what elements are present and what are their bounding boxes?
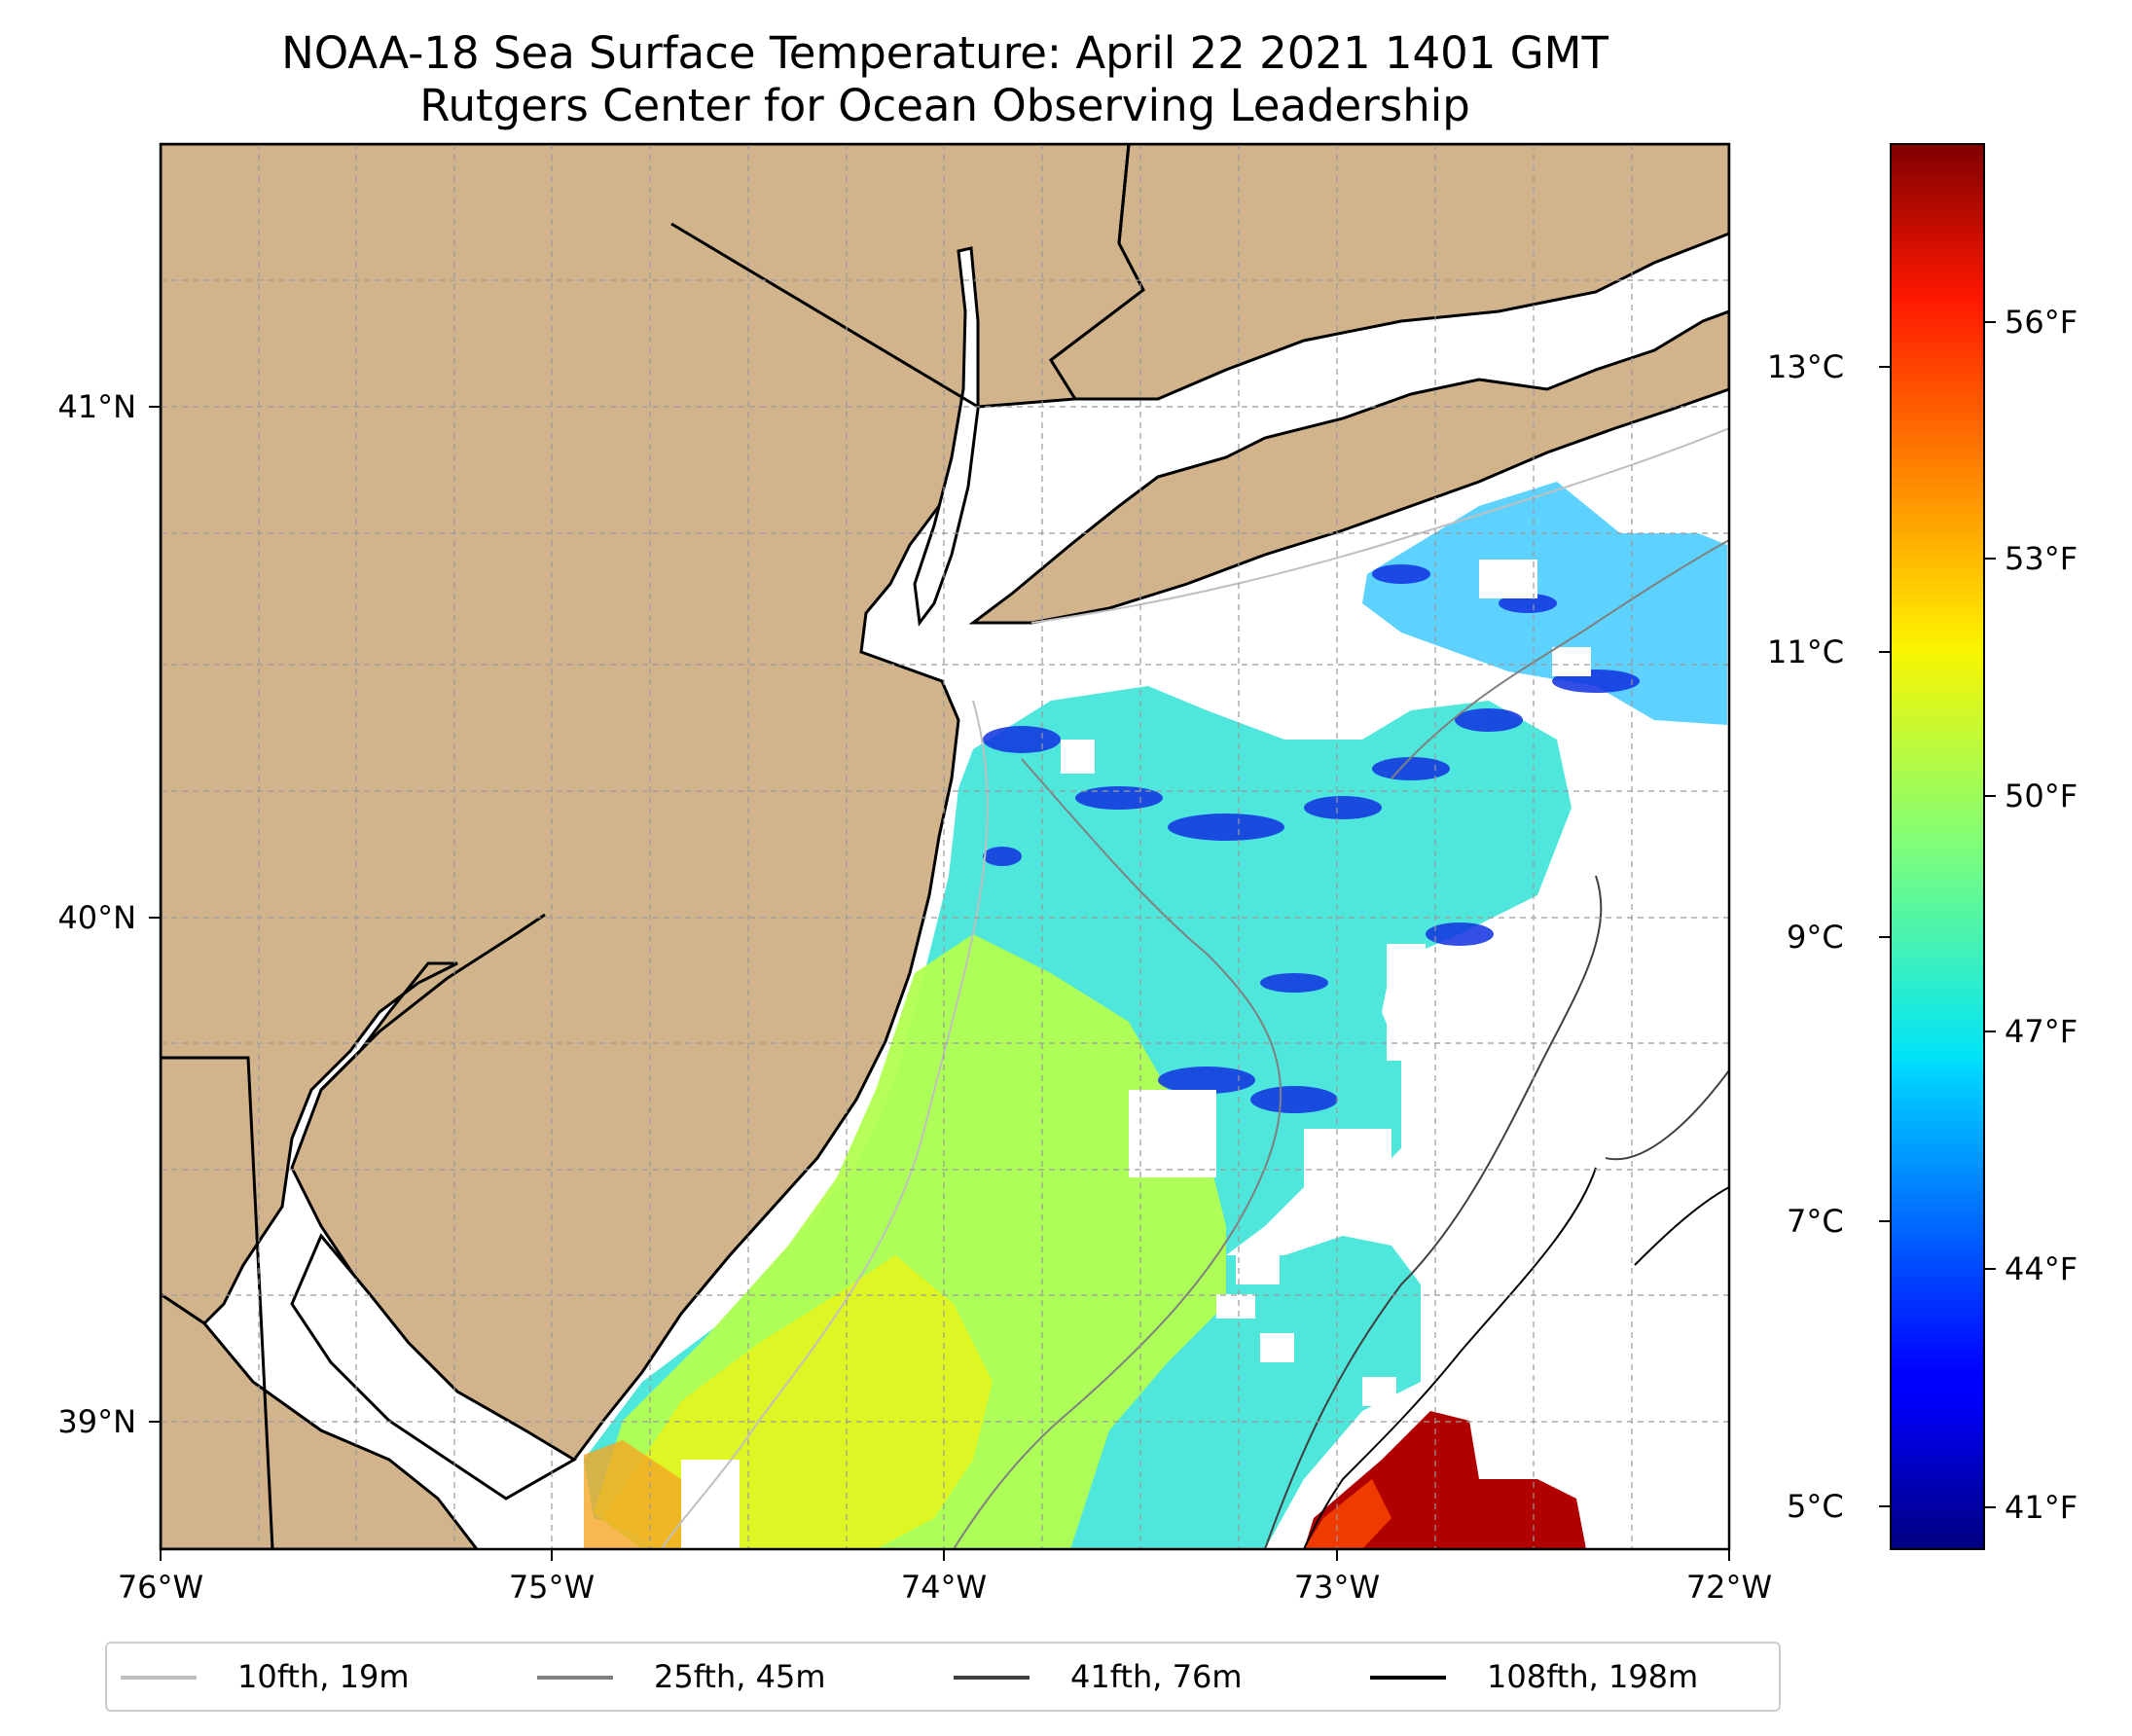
xtick-label-74w: 74°W (900, 1569, 988, 1606)
figure-subtitle: Rutgers Center for Ocean Observing Leade… (419, 80, 1470, 131)
colorbar-label-47f: 47°F (2005, 1013, 2078, 1050)
hudson-river (913, 246, 980, 627)
xtick-label-76w: 76°W (117, 1569, 204, 1606)
delaware-river (319, 913, 546, 1092)
colorbar-label-7c: 7°C (1787, 1203, 1844, 1240)
colorbar-label-50f: 50°F (2005, 778, 2078, 814)
colorbar-ticks (1879, 321, 1996, 1508)
colorbar-frame (1890, 143, 1985, 1550)
state-borders (161, 144, 1131, 1549)
legend-swatch-10fth (121, 1676, 197, 1680)
land-long-island (968, 309, 1729, 625)
map-gridlines (161, 144, 1729, 1549)
sst-cloud-gaps (681, 560, 1591, 1549)
isobath-legend: 10fth, 19m 25fth, 45m 41fth, 76m 108fth,… (105, 1642, 1781, 1712)
ytick-label-39n: 39°N (57, 1403, 136, 1440)
figure-title: NOAA-18 Sea Surface Temperature: April 2… (281, 27, 1608, 79)
colorbar-label-5c: 5°C (1787, 1488, 1844, 1525)
colorbar-label-9c: 9°C (1787, 919, 1844, 956)
land-new-england (1049, 144, 1729, 401)
colorbar-label-53f: 53°F (2005, 540, 2078, 577)
xtick-label-72w: 72°W (1685, 1569, 1773, 1606)
delaware-bay (290, 1233, 577, 1501)
xtick-label-73w: 73°W (1293, 1569, 1381, 1606)
isobaths (661, 427, 1729, 1549)
map-body (161, 144, 1729, 1549)
ytick-label-40n: 40°N (57, 899, 136, 936)
xtick-label-75w: 75°W (508, 1569, 596, 1606)
sst-cold-streaks (983, 564, 1640, 1113)
land-mid-atlantic (161, 144, 1145, 1462)
ytick-label-41n: 41°N (57, 388, 136, 425)
colorbar (1891, 144, 1984, 1549)
colorbar-label-13c: 13°C (1767, 348, 1845, 385)
colorbar-label-11c: 11°C (1767, 633, 1845, 670)
legend-swatch-108fth (1370, 1676, 1446, 1680)
colorbar-label-44f: 44°F (2005, 1250, 2078, 1287)
legend-swatch-41fth (954, 1676, 1030, 1680)
colorbar-label-56f: 56°F (2005, 304, 2078, 341)
colorbar-label-41f: 41°F (2005, 1489, 2078, 1526)
land-delmarva (161, 1292, 479, 1549)
axis-ticks (149, 406, 1730, 1561)
sst-patch-gulfstream-edge (1304, 1479, 1391, 1549)
legend-label-41fth: 41fth, 76m (1070, 1658, 1243, 1695)
legend-label-10fth: 10fth, 19m (237, 1658, 410, 1695)
legend-label-25fth: 25fth, 45m (654, 1658, 826, 1695)
legend-label-108fth: 108fth, 198m (1487, 1658, 1699, 1695)
sst-patch-orange-coast (584, 1440, 710, 1549)
legend-swatch-25fth (537, 1676, 613, 1680)
